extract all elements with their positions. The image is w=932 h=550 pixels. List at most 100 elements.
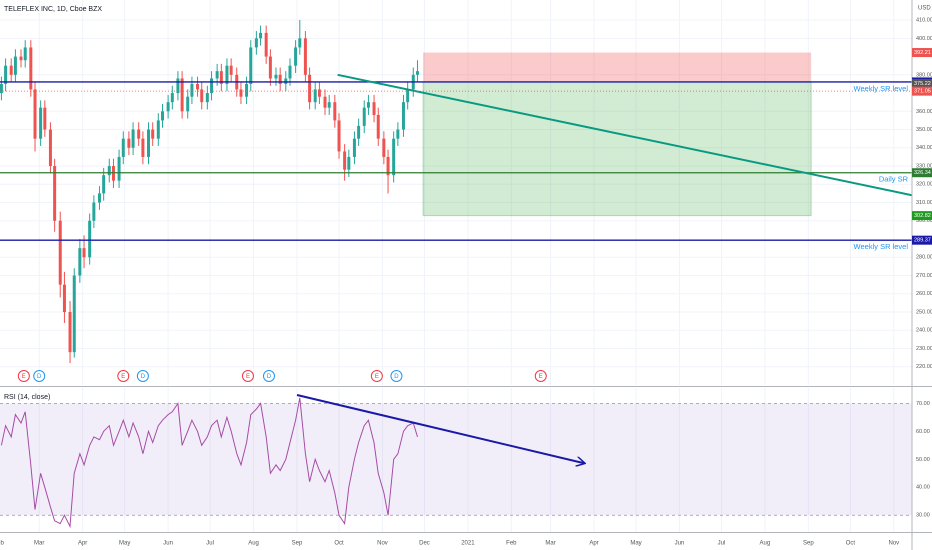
candle-body <box>382 138 386 157</box>
candle-body <box>131 129 135 148</box>
candle-body <box>53 166 57 221</box>
x-tick-label: Oct <box>846 541 856 547</box>
candle-body <box>327 102 331 108</box>
price-tag-label: 289.37 <box>914 238 931 244</box>
trendline <box>337 73 912 197</box>
stop-zone <box>423 52 812 82</box>
candle-body <box>102 175 106 194</box>
y-tick-label: 230.00 <box>916 346 932 352</box>
event-marker <box>370 370 383 382</box>
y-tick-label: 320.00 <box>916 182 932 188</box>
candle-body <box>190 83 194 97</box>
candle-body <box>337 120 341 152</box>
event-label: E <box>246 374 250 380</box>
candle-body <box>317 89 321 97</box>
price-tag-label: 326.34 <box>914 170 931 176</box>
rsi-pane <box>0 388 912 532</box>
candle-body <box>146 129 150 157</box>
candle-body <box>268 56 272 79</box>
x-tick-label: May <box>119 541 130 547</box>
x-tick-label: May <box>630 541 641 547</box>
candle-body <box>161 111 165 121</box>
event-marker <box>117 370 130 382</box>
candle-body <box>88 220 92 258</box>
candle-body <box>278 74 282 84</box>
candle-body <box>215 71 219 79</box>
candle-body <box>308 74 312 103</box>
price-tag-label: 375.22 <box>914 81 931 87</box>
x-tick-label: Mar <box>545 541 555 547</box>
chart-title: TELEFLEX INC, 1D, Cboe BZX <box>4 6 102 13</box>
x-tick-label: Jun <box>163 541 173 547</box>
y-tick-label: 410.00 <box>916 18 932 24</box>
y-tick-label: 400.00 <box>916 36 932 42</box>
price-tag <box>912 211 932 221</box>
candle-body <box>239 89 243 97</box>
sr-label: Weekly SR level <box>854 84 909 93</box>
candle-body <box>4 65 8 84</box>
x-tick-label: Jul <box>718 541 726 547</box>
y-tick-label: 380.00 <box>916 72 932 78</box>
candle-body <box>284 78 288 84</box>
x-tick-label: Apr <box>589 541 598 547</box>
candle-body <box>82 248 86 258</box>
candle-body <box>33 89 37 139</box>
candle-body <box>347 156 351 170</box>
y-tick-label: 360.00 <box>916 109 932 115</box>
y-tick-label: 240.00 <box>916 328 932 334</box>
target-zone <box>422 81 812 217</box>
candle-body <box>333 102 337 121</box>
candle-body <box>264 32 268 57</box>
candle-body <box>13 56 17 75</box>
event-label: E <box>539 374 543 380</box>
event-label: E <box>375 374 379 380</box>
x-tick-label: Dec <box>419 541 430 547</box>
x-tick-label: Nov <box>377 541 388 547</box>
event-marker <box>17 370 30 382</box>
x-tick-label: Aug <box>248 541 259 547</box>
y-tick-label: 330.00 <box>916 163 932 169</box>
x-tick-label: Apr <box>78 541 87 547</box>
candle-body <box>48 129 52 167</box>
candle-body <box>137 129 141 139</box>
candle-body <box>151 129 155 139</box>
candle-body <box>254 38 258 48</box>
candle-body <box>352 138 356 157</box>
rsi-line <box>0 397 418 529</box>
candle-body <box>117 156 121 181</box>
candle-body <box>92 202 96 221</box>
candle-body <box>107 166 111 176</box>
event-marker <box>390 370 403 382</box>
candle-body <box>23 47 27 61</box>
event-label: E <box>121 374 125 380</box>
candle-body <box>127 138 131 148</box>
y-tick-label: 280.00 <box>916 255 932 261</box>
candle-body <box>245 83 249 97</box>
event-label: E <box>22 374 26 380</box>
x-tick-label: Jul <box>206 541 214 547</box>
y-tick-label: 300.00 <box>916 218 932 224</box>
event-label: D <box>394 374 399 380</box>
candle-body <box>58 220 62 285</box>
y-tick-label: 340.00 <box>916 145 932 151</box>
candle-body <box>362 107 366 126</box>
y-tick-label: 60.00 <box>916 429 930 435</box>
y-tick-label: 40.00 <box>916 485 930 491</box>
candle-body <box>166 102 170 112</box>
price-tag <box>912 86 932 96</box>
event-marker <box>534 370 547 382</box>
event-label: D <box>267 374 272 380</box>
candle-body <box>406 89 410 103</box>
sr-label: Daily SR <box>879 175 909 184</box>
candle-body <box>97 193 101 203</box>
candle-body <box>386 156 390 176</box>
price-tag-label: 392.21 <box>914 50 931 56</box>
y-tick-label: 70.00 <box>916 401 930 407</box>
y-tick-label: 260.00 <box>916 291 932 297</box>
x-tick-label: Feb <box>506 541 517 547</box>
price-tag <box>912 48 932 58</box>
candle-body <box>415 71 419 75</box>
price-tag-label: 371.05 <box>914 89 931 95</box>
